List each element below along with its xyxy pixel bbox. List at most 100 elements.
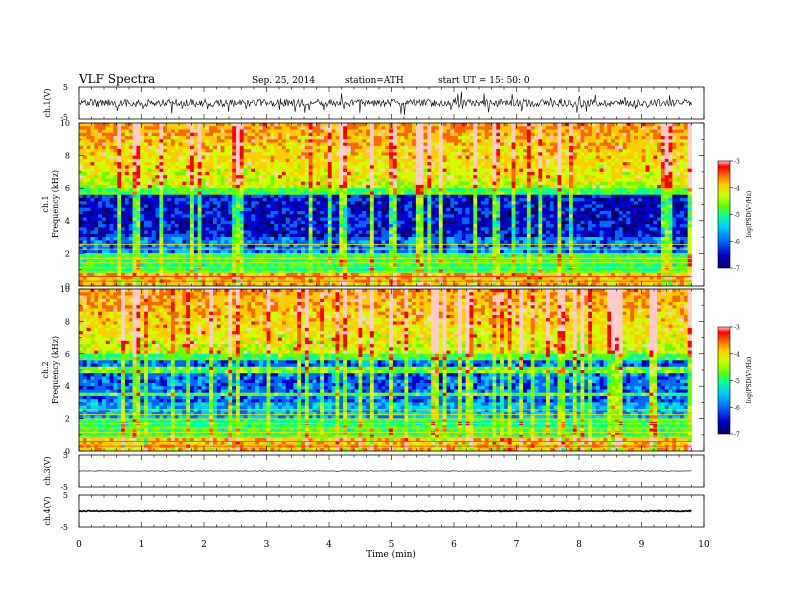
spectrogram-cell	[155, 211, 160, 215]
spectrogram-cell	[396, 139, 401, 143]
spectrogram-cell	[400, 171, 405, 176]
spectrogram-cell	[354, 171, 359, 176]
spectrogram-cell	[251, 136, 256, 140]
spectrogram-cell	[304, 123, 309, 127]
spectrogram-cell	[197, 155, 202, 160]
spectrogram-cell	[496, 132, 501, 137]
spectrogram-cell	[301, 136, 306, 140]
spectrogram-cell	[549, 171, 554, 176]
spectrogram-cell	[419, 194, 424, 199]
spectrogram-cell	[86, 136, 91, 140]
spectrogram-cell	[270, 165, 275, 169]
spectrogram-cell	[124, 191, 130, 196]
spectrogram-cell	[565, 214, 570, 218]
spectrogram-cell	[565, 149, 570, 153]
spectrogram-cell	[327, 165, 332, 169]
spectrogram-cell	[500, 211, 505, 215]
spectrogram-cell	[626, 204, 631, 209]
spectrogram-cell	[220, 211, 225, 215]
spectrogram-cell	[94, 201, 99, 205]
spectrogram-cell	[626, 171, 631, 176]
spectrogram-cell	[381, 152, 386, 156]
spectrogram-cell	[515, 197, 520, 202]
spectrogram-cell	[174, 168, 179, 173]
spectrogram-cell	[224, 171, 229, 176]
spectrogram-cell	[408, 142, 413, 147]
spectrogram-cell	[270, 217, 275, 222]
spectrogram-cell	[212, 194, 218, 199]
spectrogram-cell	[580, 194, 585, 199]
spectrogram-cell	[163, 194, 168, 199]
spectrogram-cell	[239, 181, 244, 186]
spectrogram-cell	[496, 188, 501, 192]
spectrogram-cell	[346, 129, 352, 134]
spectrogram-cell	[366, 132, 371, 137]
spectrogram-cell	[584, 171, 589, 176]
spectrogram-cell	[561, 168, 566, 173]
spectrogram-cell	[534, 178, 539, 182]
spectrogram-cell	[431, 168, 436, 173]
spectrogram-cell	[672, 178, 677, 182]
spectrogram-cell	[515, 162, 520, 166]
spectrogram-cell	[607, 214, 612, 218]
spectrogram-cell	[101, 191, 107, 196]
spectrogram-cell	[86, 168, 91, 173]
spectrogram-cell	[450, 207, 455, 212]
spectrogram-cell	[232, 132, 237, 137]
spectrogram-cell	[278, 158, 283, 163]
spectrogram-cell	[331, 158, 336, 163]
spectrogram-cell	[178, 188, 183, 192]
spectrogram-cell	[588, 149, 593, 153]
spectrogram-cell	[419, 149, 424, 153]
spectrogram-cell	[687, 175, 692, 179]
spectrogram-cell	[258, 201, 264, 205]
spectrogram-cell	[377, 171, 382, 176]
spectrogram-cell	[680, 204, 685, 209]
spectrogram-cell	[94, 145, 99, 150]
spectrogram-cell	[435, 145, 440, 150]
spectrogram-cell	[511, 132, 516, 137]
spectrogram-cell	[565, 194, 570, 199]
spectrogram-cell	[373, 191, 378, 196]
spectrogram-cell	[446, 194, 451, 199]
spectrogram-cell	[664, 184, 669, 189]
spectrogram-cell	[400, 155, 405, 160]
spectrogram-cell	[266, 194, 271, 199]
spectrogram-cell	[144, 132, 149, 137]
spectrogram-cell	[232, 184, 237, 189]
spectrogram-cell	[477, 168, 482, 173]
spectrogram-cell	[350, 155, 355, 160]
spectrogram-cell	[90, 168, 95, 173]
spectrogram-cell	[530, 139, 535, 143]
spectrogram-cell	[427, 165, 432, 169]
spectrogram-cell	[124, 214, 130, 218]
spectrogram-cell	[239, 152, 244, 156]
spectrogram-cell	[316, 129, 321, 134]
spectrogram-cell	[526, 207, 532, 212]
spectrogram-cell	[117, 188, 122, 192]
spectrogram-cell	[595, 145, 600, 150]
spectrogram-cell	[186, 191, 191, 196]
spectrogram-cell	[542, 181, 547, 186]
spectrogram-cell	[327, 217, 332, 222]
spectrogram-cell	[255, 207, 260, 212]
spectrogram-cell	[591, 123, 597, 127]
spectrogram-cell	[335, 149, 340, 153]
spectrogram-cell	[660, 211, 666, 215]
spectrogram-cell	[473, 201, 478, 205]
spectrogram-cell	[465, 162, 470, 166]
spectrogram-cell	[549, 175, 554, 179]
spectrogram-cell	[561, 178, 566, 182]
spectrogram-cell	[377, 149, 382, 153]
spectrogram-cell	[396, 123, 401, 127]
spectrogram-cell	[569, 197, 574, 202]
spectrogram-cell	[553, 123, 558, 127]
spectrogram-cell	[672, 197, 677, 202]
spectrogram-cell	[400, 181, 405, 186]
spectrogram-cell	[258, 149, 264, 153]
spectrogram-cell	[488, 184, 493, 189]
spectrogram-cell	[174, 188, 179, 192]
spectrogram-cell	[94, 136, 99, 140]
spectrogram-cell	[182, 162, 187, 166]
spectrogram-cell	[251, 158, 256, 163]
